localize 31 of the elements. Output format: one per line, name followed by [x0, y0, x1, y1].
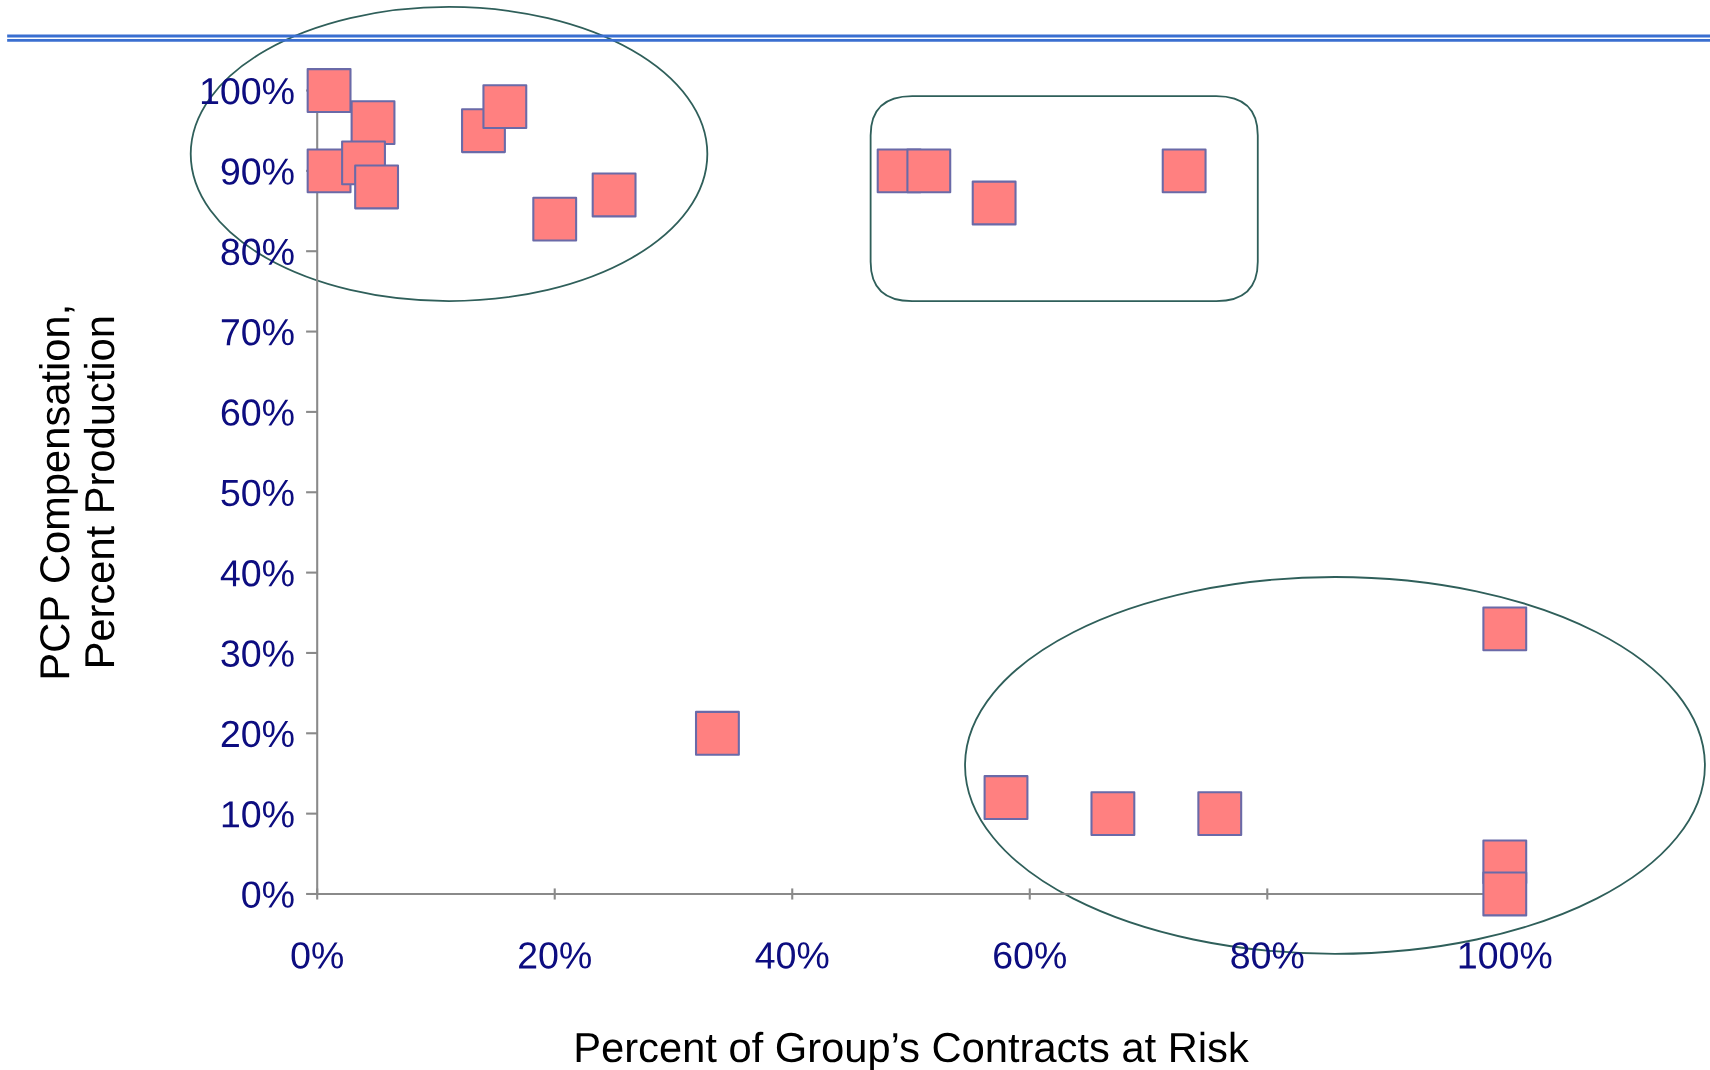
point [906, 148, 952, 194]
point [983, 775, 1029, 821]
x-axis-title: Percent of Group’s Contracts at Risk [576, 1031, 1249, 1070]
x-tick-label: 0% [291, 942, 343, 969]
x-tick-label: 40% [755, 942, 829, 969]
y-tick-label: 90% [221, 158, 294, 185]
x-tick-label: 60% [994, 942, 1066, 969]
point [971, 180, 1017, 226]
point [532, 196, 578, 242]
y-tick-label: 50% [221, 479, 294, 507]
y-tick-label: 70% [221, 318, 294, 346]
point [1161, 148, 1207, 194]
point [1482, 606, 1528, 652]
point [306, 68, 352, 113]
y-tick-label: 20% [221, 720, 294, 748]
y-axis-title: PCP Compensation, Percent Production [38, 307, 115, 678]
point [591, 172, 637, 218]
y-tick-label: 40% [220, 560, 294, 587]
x-tick-label: 100% [1459, 942, 1552, 969]
y-tick-label: 30% [221, 640, 294, 667]
point [694, 710, 740, 756]
point [350, 100, 396, 146]
y-tick-label: 0% [242, 881, 294, 908]
point [1090, 791, 1136, 837]
x-tick-label: 20% [519, 942, 591, 969]
y-tick-label: 60% [221, 399, 294, 426]
point [482, 84, 528, 130]
point [354, 164, 400, 210]
y-tick-label: 10% [222, 801, 294, 828]
point [1482, 871, 1528, 917]
point [1197, 791, 1243, 837]
